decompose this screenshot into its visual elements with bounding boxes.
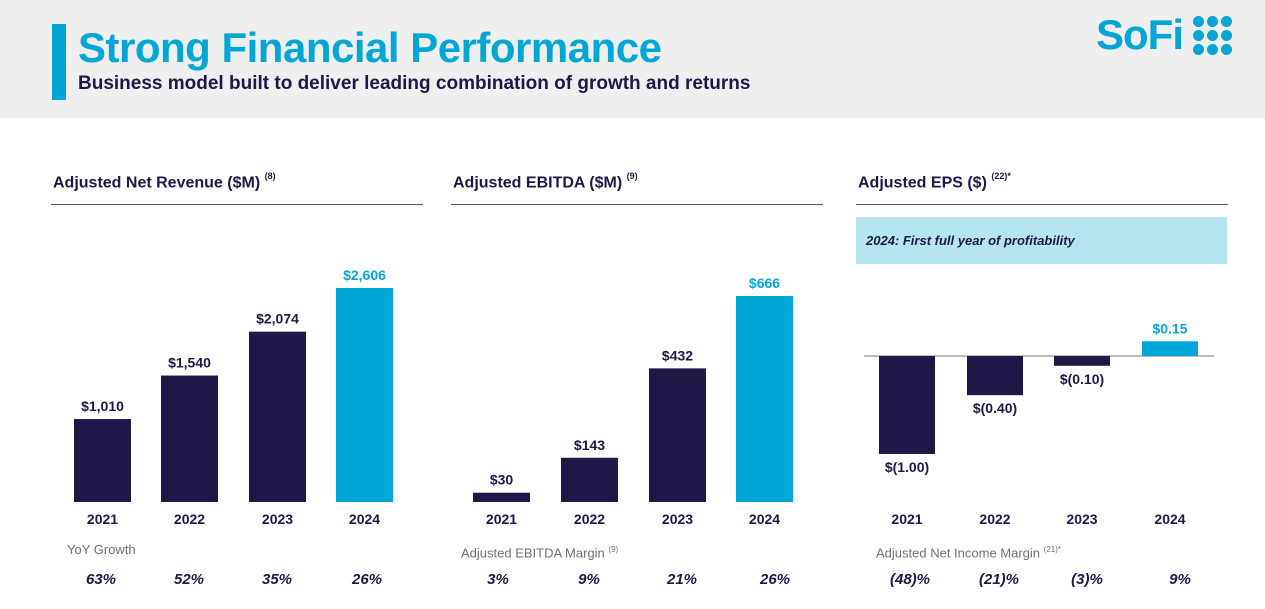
eps-metric-label-text: Adjusted Net Income Margin <box>876 545 1041 561</box>
revenue-bar-2023 <box>249 331 306 502</box>
eps-title-rule <box>856 204 1228 205</box>
revenue-bar-2021 <box>74 419 131 502</box>
revenue-growth-2024: 26% <box>351 571 383 588</box>
eps-year-label-2021: 2021 <box>891 511 922 527</box>
page-title: Strong Financial Performance <box>78 24 662 71</box>
revenue-metric-label: YoY Growth <box>67 542 136 557</box>
ebitda-panel-title: Adjusted EBITDA ($M) (9) <box>453 171 638 192</box>
revenue-value-label-2021: $1,010 <box>81 398 124 414</box>
revenue-growth-2022: 52% <box>173 571 205 588</box>
ebitda-metric-label: Adjusted EBITDA Margin (9) <box>461 545 618 560</box>
net-income-margin-2023: (3)% <box>1071 571 1103 588</box>
eps-value-label-2021: $(1.00) <box>885 459 929 475</box>
revenue-growth-2021: 63% <box>85 571 117 588</box>
eps-panel-title: Adjusted EPS ($) (22)* <box>858 171 1011 192</box>
profitability-banner-text: 2024: First full year of profitability <box>866 233 1075 248</box>
eps-metric-label: Adjusted Net Income Margin (21)* <box>876 545 1061 560</box>
ebitda-year-label-2021: 2021 <box>486 511 517 527</box>
profitability-banner: 2024: First full year of profitability <box>856 217 1227 264</box>
net-income-margin-2024: 9% <box>1169 571 1191 588</box>
sofi-dots-icon <box>1193 15 1232 55</box>
revenue-value-label-2023: $2,074 <box>256 311 299 327</box>
revenue-year-label-2022: 2022 <box>174 511 205 527</box>
eps-value-label-2024: $0.15 <box>1152 320 1187 336</box>
ebitda-title-rule <box>451 204 823 205</box>
ebitda-bar-2021 <box>473 492 530 502</box>
ebitda-value-label-2024: $666 <box>749 275 780 291</box>
net-income-margin-2022: (21)% <box>978 571 1019 588</box>
revenue-growth-2023: 35% <box>261 571 293 588</box>
revenue-value-label-2024: $2,606 <box>343 267 386 283</box>
ebitda-bar-2024 <box>736 296 793 502</box>
eps-value-label-2022: $(0.40) <box>973 400 1017 416</box>
ebitda-margin-2021: 3% <box>487 571 509 588</box>
ebitda-value-label-2023: $432 <box>662 347 693 363</box>
ebitda-title-text: Adjusted EBITDA ($M) <box>453 174 623 192</box>
revenue-year-label-2024: 2024 <box>349 511 380 527</box>
revenue-bar-2024 <box>336 288 393 502</box>
ebitda-year-label-2022: 2022 <box>574 511 605 527</box>
eps-metric-footnote: (21)* <box>1043 545 1061 554</box>
eps-bar-2022 <box>967 356 1023 396</box>
ebitda-metric-footnote: (9) <box>608 545 619 554</box>
sofi-logo: SoFi <box>1096 12 1232 58</box>
revenue-value-label-2022: $1,540 <box>168 355 211 371</box>
eps-value-label-2023: $(0.10) <box>1060 371 1104 387</box>
ebitda-year-label-2023: 2023 <box>662 511 693 527</box>
logo-text: SoFi <box>1096 11 1184 58</box>
ebitda-margin-2022: 9% <box>578 571 600 588</box>
eps-bar-2024 <box>1142 341 1198 356</box>
revenue-panel-title: Adjusted Net Revenue ($M) (8) <box>53 171 276 192</box>
eps-year-label-2024: 2024 <box>1154 511 1185 527</box>
ebitda-value-label-2022: $143 <box>574 437 605 453</box>
ebitda-bar-2022 <box>561 457 618 502</box>
eps-bar-2023 <box>1054 356 1110 366</box>
revenue-bar-2022 <box>161 375 218 502</box>
page-subtitle: Business model built to deliver leading … <box>78 73 751 94</box>
eps-year-label-2022: 2022 <box>979 511 1010 527</box>
ebitda-metric-label-text: Adjusted EBITDA Margin <box>461 545 605 561</box>
eps-year-label-2023: 2023 <box>1066 511 1097 527</box>
revenue-footnote: (8) <box>264 171 276 181</box>
ebitda-margin-2023: 21% <box>666 571 698 588</box>
revenue-year-label-2023: 2023 <box>262 511 293 527</box>
ebitda-bar-2023 <box>649 368 706 502</box>
revenue-title-rule <box>51 204 423 205</box>
ebitda-footnote: (9) <box>626 171 638 181</box>
ebitda-year-label-2024: 2024 <box>749 511 780 527</box>
title-accent-bar <box>52 24 66 100</box>
ebitda-margin-2024: 26% <box>759 571 791 588</box>
revenue-title-text: Adjusted Net Revenue ($M) <box>53 174 261 192</box>
header-band: Strong Financial Performance Business mo… <box>0 0 1265 118</box>
net-income-margin-2021: (48)% <box>889 571 930 588</box>
eps-bar-2021 <box>879 356 935 454</box>
revenue-metric-label-text: YoY Growth <box>67 542 136 557</box>
eps-title-text: Adjusted EPS ($) <box>858 174 987 192</box>
eps-footnote: (22)* <box>991 171 1011 181</box>
revenue-year-label-2021: 2021 <box>87 511 118 527</box>
ebitda-value-label-2021: $30 <box>490 472 514 488</box>
